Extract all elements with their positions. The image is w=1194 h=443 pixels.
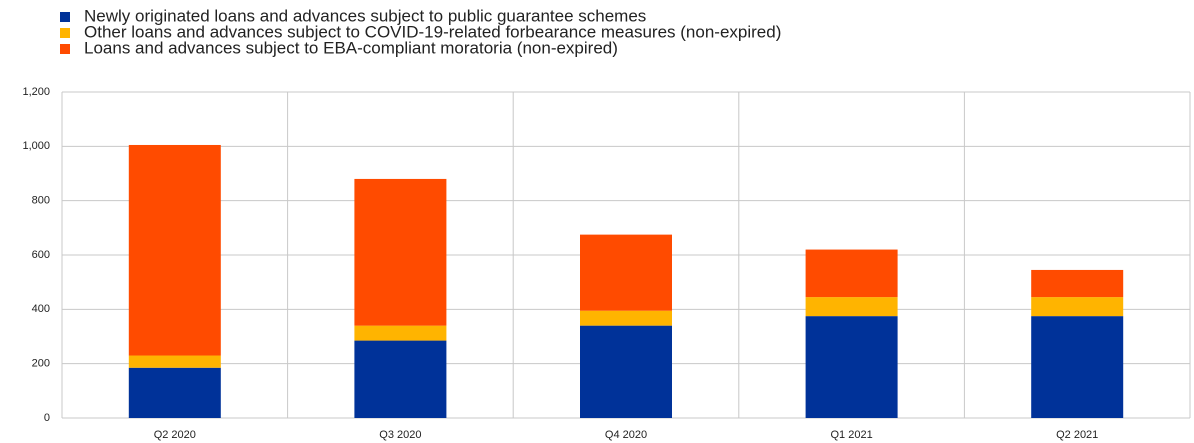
bar-segment (354, 340, 447, 418)
y-tick-label: 1,000 (22, 140, 50, 152)
bar-segment (354, 325, 447, 341)
legend-swatch (60, 12, 70, 22)
bar-segment (805, 316, 898, 418)
y-tick-label: 0 (44, 412, 50, 424)
legend-swatch (60, 28, 70, 38)
x-tick-label: Q1 2021 (830, 429, 872, 441)
legend-label: Loans and advances subject to EBA-compli… (84, 38, 618, 57)
bar-segment (1031, 269, 1124, 298)
bar-segment (1031, 316, 1124, 418)
y-tick-label: 800 (32, 195, 50, 207)
bar-segment (1031, 297, 1124, 317)
y-tick-label: 1,200 (22, 86, 50, 98)
legend-label: Other loans and advances subject to COVI… (84, 22, 781, 41)
bar-segment (128, 367, 221, 418)
legend-swatch (60, 44, 70, 54)
x-tick-label: Q4 2020 (605, 429, 647, 441)
x-tick-label: Q3 2020 (379, 429, 421, 441)
legend-label: Newly originated loans and advances subj… (84, 6, 646, 25)
y-tick-label: 600 (32, 249, 50, 261)
bar-segment (805, 297, 898, 317)
x-tick-label: Q2 2020 (154, 429, 196, 441)
bar-segment (805, 249, 898, 298)
bar-segment (128, 355, 221, 368)
y-tick-label: 400 (32, 303, 50, 315)
bar-segment (128, 144, 221, 356)
x-tick-label: Q2 2021 (1056, 429, 1098, 441)
bar-segment (580, 310, 672, 326)
y-tick-label: 200 (32, 358, 50, 370)
bar-segment (580, 234, 672, 311)
bar-segment (580, 325, 672, 418)
bar-segment (354, 178, 447, 326)
